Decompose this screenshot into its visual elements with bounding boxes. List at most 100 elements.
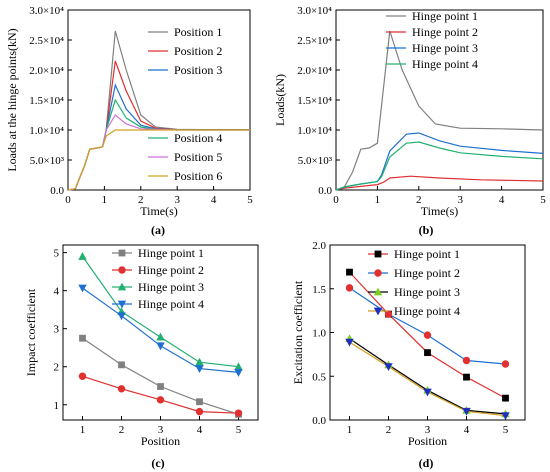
legend-label: Position 6	[174, 169, 222, 183]
plot-frame	[67, 9, 251, 191]
data-point	[463, 373, 470, 381]
y-tick-label: 5.0×10³	[298, 155, 333, 167]
legend-marker	[118, 266, 126, 274]
legend-label: Position 4	[174, 131, 222, 145]
legend-label: Position 5	[174, 150, 222, 164]
legend-label: Hinge point 4	[412, 57, 478, 71]
x-tick-label: 4	[197, 424, 203, 436]
caption-b: (b)	[419, 223, 434, 237]
data-point	[156, 342, 165, 351]
data-point	[195, 365, 204, 374]
y-tick-label: 1.5×10⁴	[297, 95, 332, 107]
y-tick-label: 2	[54, 362, 60, 374]
legend-marker	[374, 269, 382, 277]
x-tick-label: 2	[416, 194, 422, 206]
y-tick-label: 1.5×10⁴	[29, 95, 64, 107]
series-line	[335, 175, 544, 191]
caption-d: (d)	[419, 456, 434, 470]
y-tick-label: 0.0	[318, 185, 332, 197]
legend-marker	[118, 249, 126, 257]
x-tick-label: 2	[386, 424, 392, 436]
x-tick-label: 4	[464, 424, 470, 436]
x-axis-label: Position	[408, 434, 447, 448]
data-point	[234, 409, 243, 417]
panel-d-excitation-coefficient: 1 2 3 4 5 0.0 0.5 1.0 1.5 2.0 Position Excitation c…	[291, 240, 526, 448]
y-tick-label: 4	[54, 286, 60, 298]
legend-marker	[374, 250, 382, 258]
legend-label: Hinge point 1	[138, 246, 204, 260]
data-point	[462, 407, 471, 416]
data-point	[195, 357, 204, 366]
y-tick-label: 2.5×10⁴	[297, 35, 332, 47]
data-point	[345, 338, 354, 347]
y-axis-label: Impact coefficient	[24, 288, 38, 376]
legend-label: Hinge point 4	[138, 297, 204, 311]
y-tick-label: 3.0×10⁴	[29, 5, 64, 17]
data-point	[79, 334, 86, 342]
legend-marker	[117, 300, 127, 309]
x-tick-label: 1	[80, 424, 86, 436]
y-tick-label: 2.5×10⁴	[29, 35, 64, 47]
legend-label: Position 1	[174, 25, 222, 39]
y-tick-label: 0.5	[312, 371, 326, 383]
x-tick-label: 3	[158, 424, 164, 436]
data-point	[234, 369, 243, 377]
x-tick-label: 5	[247, 194, 253, 206]
y-tick-label: 5	[54, 248, 60, 260]
data-point	[501, 412, 510, 421]
caption-a: (a)	[151, 223, 165, 237]
series-line	[67, 129, 250, 191]
legend-marker	[373, 307, 383, 316]
series-line	[335, 132, 544, 191]
x-tick-label: 3	[425, 424, 431, 436]
data-point	[156, 396, 165, 404]
legend-label: Hinge point 1	[394, 247, 460, 261]
x-tick-label: 1	[102, 194, 108, 206]
data-point	[423, 331, 432, 339]
caption-c: (c)	[151, 456, 164, 470]
x-tick-label: 3	[457, 194, 463, 206]
y-axis-label: Loads(kN)	[273, 74, 287, 126]
y-tick-label: 1.0×10⁴	[297, 125, 332, 137]
panel-b-hinge-loads: 0 1 2 3 4 5 0.0 5.0×10³ 1.0×10⁴ 1.5×10⁴ 2.0×10⁴ 2.5…	[273, 5, 546, 218]
y-tick-label: 1	[54, 400, 60, 412]
y-tick-label: 2.0×10⁴	[29, 65, 64, 77]
x-tick-label: 3	[174, 194, 180, 206]
data-point	[424, 349, 431, 357]
series-line	[335, 141, 544, 191]
data-point	[196, 398, 203, 406]
y-tick-label: 5.0×10³	[30, 155, 65, 167]
x-axis-label: Position	[141, 434, 180, 448]
data-point	[78, 284, 87, 293]
data-point	[118, 361, 125, 369]
series-line	[67, 114, 250, 191]
x-tick-label: 5	[503, 424, 509, 436]
data-point	[462, 356, 471, 365]
data-point	[345, 284, 354, 292]
panel-a-time-history: 0 1 2 3 4 5 0.0 5.0×10³ 1.0×10⁴ 1.5×10⁴ 2.0×10⁴ 2.5…	[5, 5, 253, 218]
legend-label: Hinge point 2	[138, 263, 204, 277]
legend-label: Position 3	[174, 63, 222, 77]
x-tick-label: 1	[375, 194, 381, 206]
y-tick-label: 1.5	[312, 284, 326, 296]
y-axis-label: Loads at the hinge points(kN)	[5, 28, 19, 171]
legend-label: Hinge point 3	[412, 41, 478, 55]
y-tick-label: 2.0×10⁴	[297, 65, 332, 77]
legend-marker	[373, 287, 383, 296]
data-point	[384, 310, 393, 318]
series-line	[82, 375, 239, 414]
legend-label: Hinge point 2	[394, 266, 460, 280]
data-point	[117, 385, 126, 393]
legend-label: Hinge point 3	[394, 285, 460, 299]
data-point	[156, 332, 165, 341]
x-tick-label: 0	[333, 194, 339, 206]
data-point	[78, 252, 87, 260]
legend-label: Hinge point 2	[412, 25, 478, 39]
y-tick-label: 0.0	[50, 185, 64, 197]
data-point	[502, 394, 509, 402]
x-axis-label: Time(s)	[421, 204, 459, 218]
series-line	[67, 60, 250, 191]
x-tick-label: 2	[138, 194, 144, 206]
legend-label: Hinge point 1	[412, 9, 478, 23]
